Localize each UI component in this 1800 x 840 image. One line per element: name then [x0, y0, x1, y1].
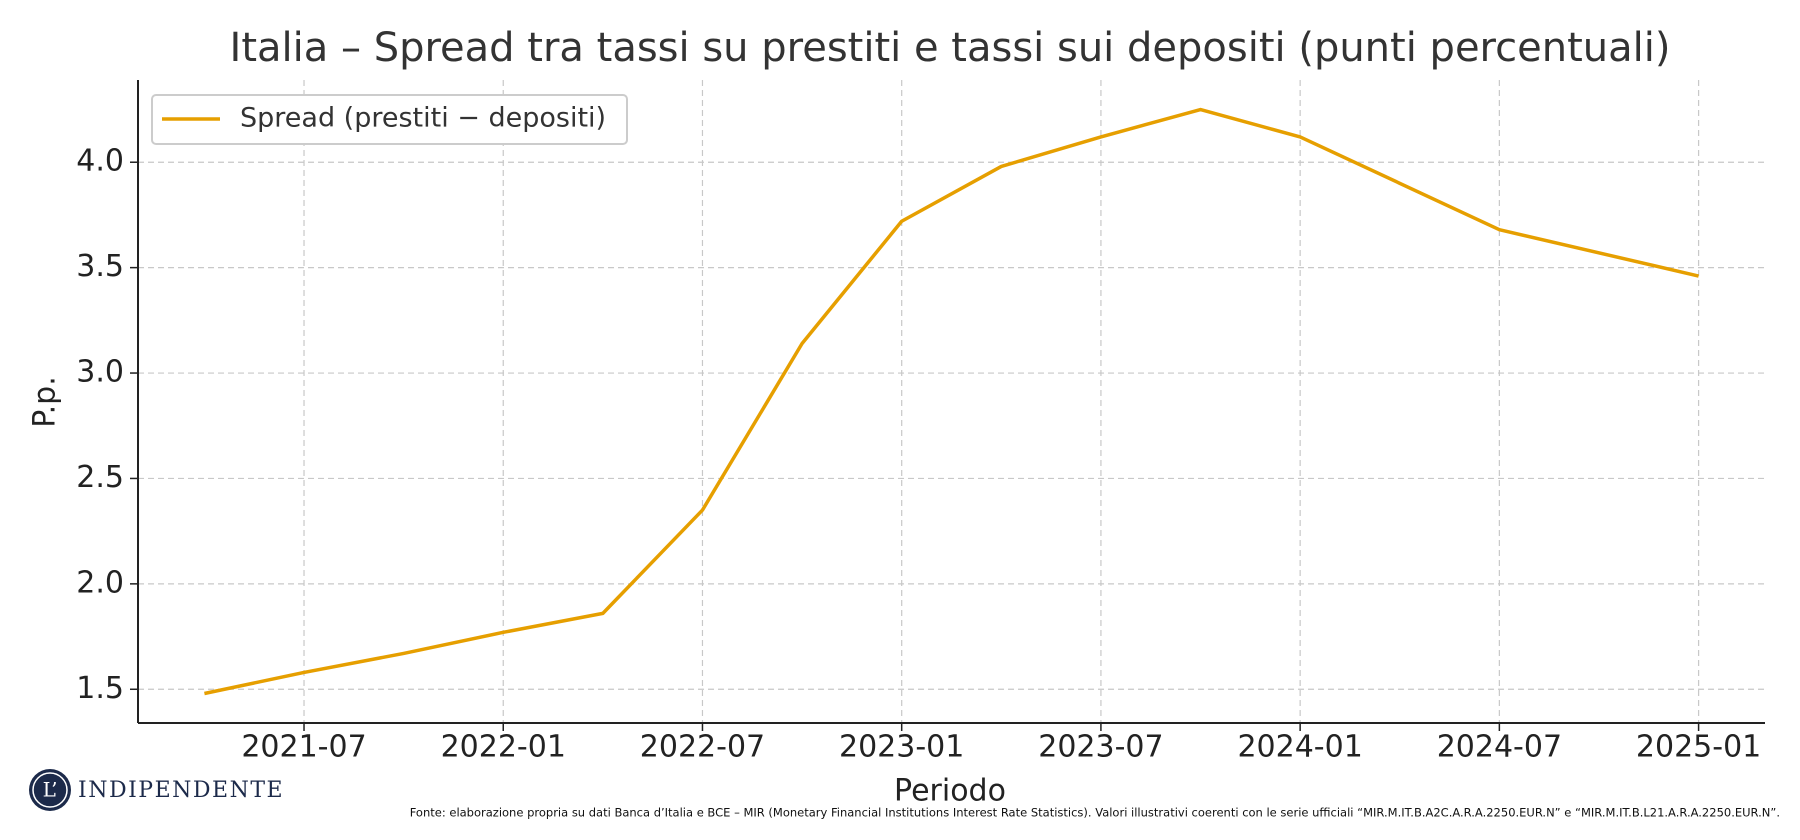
logo-ring [32, 772, 68, 808]
logo-mark: L’ [43, 778, 58, 802]
legend-box [151, 94, 628, 145]
logo-name: INDIPENDENTE [78, 778, 284, 803]
legend-label: Spread (prestiti − depositi) [240, 103, 606, 134]
x-tick-label: 2022-01 [441, 730, 566, 765]
x-tick-label: 2024-07 [1437, 730, 1562, 765]
x-tick-label: 2024-01 [1237, 730, 1362, 765]
x-tick-label: 2023-07 [1038, 730, 1163, 765]
logo: L’ INDIPENDENTE [29, 769, 284, 811]
source-note: Fonte: elaborazione propria su dati Banc… [410, 806, 1780, 820]
y-tick-label: 1.5 [76, 671, 124, 706]
y-axis-label: P.p. [28, 376, 63, 428]
y-tick-label: 2.5 [76, 460, 124, 495]
y-tick-label: 4.0 [76, 144, 124, 179]
chart-title: Italia – Spread tra tassi su prestiti e … [230, 25, 1671, 71]
x-tick-label: 2022-07 [640, 730, 765, 765]
x-tick-label: 2021-07 [241, 730, 366, 765]
y-tick-label: 3.0 [76, 355, 124, 390]
x-tick-label: 2025-01 [1636, 730, 1761, 765]
data-line [204, 107, 1699, 696]
x-tick-label: 2023-01 [839, 730, 964, 765]
legend: Spread (prestiti − depositi) [151, 94, 628, 145]
y-tick-label: 2.0 [76, 565, 124, 600]
y-tick-label: 3.5 [76, 249, 124, 284]
logo-badge [29, 769, 71, 811]
x-axis-label: Periodo [894, 774, 1006, 809]
